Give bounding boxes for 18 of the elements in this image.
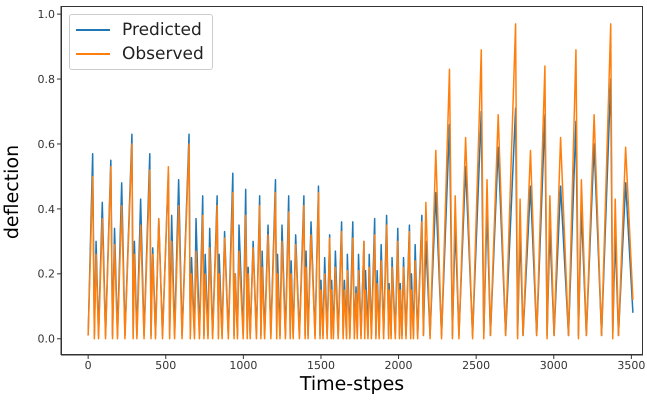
x-tick-label: 2500 [462,358,490,372]
x-tick-label: 2000 [384,358,413,372]
x-tick-label: 0 [84,358,92,372]
y-tick-label: 0.0 [38,332,55,346]
legend-label: Observed [122,44,204,64]
y-tick-label: 0.4 [38,202,55,216]
y-axis-title: deflection [0,144,24,242]
x-tick-label: 1500 [306,358,335,372]
x-tick-label: 3500 [617,358,646,372]
y-tick-label: 0.2 [38,268,55,281]
y-tick-label: 0.8 [38,72,55,86]
legend-label: Predicted [122,20,202,40]
x-tick-label: 500 [155,358,176,372]
x-tick-label: 3000 [540,358,568,372]
y-tick-label: 1.0 [38,8,55,22]
y-tick-label: 0.6 [38,138,55,151]
x-tick-label: 1000 [229,358,258,372]
x-axis-title: Time-stpes [298,372,406,396]
